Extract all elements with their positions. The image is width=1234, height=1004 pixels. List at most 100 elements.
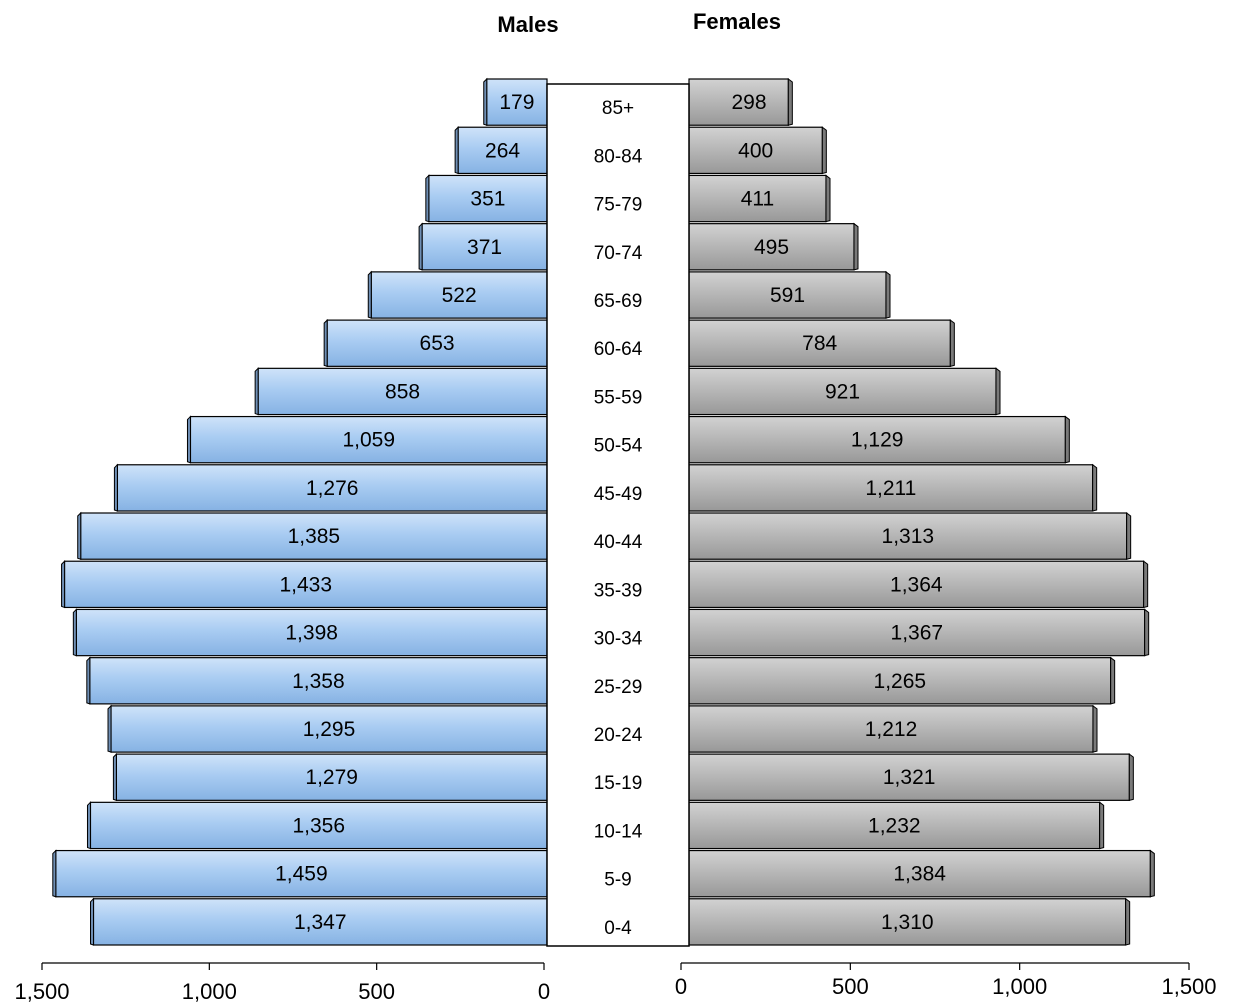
male-bar-20-24 (110, 705, 548, 753)
female-value-label-75-79: 411 (741, 188, 774, 211)
male-value-label-30-34: 1,398 (285, 622, 338, 645)
female-value-label-25-29: 1,265 (874, 670, 927, 693)
female-bar-end-40-44 (1126, 512, 1132, 560)
male-bar-end-70-74 (418, 222, 423, 271)
males-header: Males (497, 12, 558, 37)
female-value-label-40-44: 1,313 (882, 525, 935, 548)
male-value-label-40-44: 1,385 (288, 525, 341, 548)
male-bar-end-80-84 (454, 126, 459, 175)
males-tick-label: 1,000 (182, 979, 237, 1004)
male-bar-end-25-29 (86, 656, 91, 705)
age-label-40-44: 40-44 (594, 532, 643, 553)
male-bar-60-64 (326, 319, 548, 367)
age-label-80-84: 80-84 (594, 146, 643, 167)
female-bar-30-34 (688, 608, 1146, 657)
female-bar-20-24 (688, 705, 1094, 753)
male-bar-25-29 (89, 657, 548, 705)
male-value-label-10-14: 1,356 (292, 814, 345, 837)
male-value-label-60-64: 653 (420, 332, 455, 355)
age-label-20-24: 20-24 (594, 725, 643, 746)
age-label-55-59: 55-59 (594, 387, 643, 408)
females-tick-label: 0 (675, 974, 687, 999)
female-value-label-5-9: 1,384 (893, 863, 946, 886)
male-value-label-0-4: 1,347 (294, 911, 347, 934)
age-label-30-34: 30-34 (594, 629, 643, 650)
male-bar-end-65-69 (367, 270, 372, 319)
female-bar-50-54 (688, 415, 1066, 464)
male-bar-55-59 (257, 367, 548, 416)
male-value-label-25-29: 1,358 (292, 670, 345, 693)
age-label-0-4: 0-4 (604, 918, 632, 939)
male-bar-end-10-14 (86, 801, 91, 850)
male-value-label-70-74: 371 (467, 236, 502, 259)
female-value-label-60-64: 784 (802, 332, 837, 355)
female-value-label-80-84: 400 (738, 139, 773, 162)
females-x-axis: 0 500 1,000 1,500 (675, 962, 1217, 999)
female-value-label-0-4: 1,310 (881, 911, 934, 934)
male-value-label-85plus: 179 (499, 91, 534, 114)
age-group-label-box (546, 83, 690, 947)
age-label-35-39: 35-39 (594, 580, 643, 601)
female-bar-end-85plus (787, 78, 793, 126)
female-value-label-10-14: 1,232 (868, 814, 921, 837)
male-bar-end-50-54 (186, 415, 191, 464)
female-bar-end-65-69 (885, 270, 891, 319)
male-bar-end-35-39 (61, 560, 66, 609)
male-value-label-15-19: 1,279 (305, 766, 358, 789)
female-bar-80-84 (688, 126, 823, 175)
female-bar-end-75-79 (825, 174, 831, 223)
female-bar-end-20-24 (1092, 704, 1098, 753)
male-value-label-35-39: 1,433 (279, 573, 332, 596)
female-bar-85plus (688, 78, 789, 126)
male-bar-end-20-24 (107, 704, 112, 753)
males-x-axis: 1,500 1,000 500 0 (14, 962, 550, 1004)
female-bar-15-19 (688, 753, 1130, 801)
male-value-label-55-59: 858 (385, 380, 420, 403)
females-tick-label: 1,000 (992, 974, 1047, 999)
male-bar-65-69 (370, 271, 548, 319)
female-bar-end-25-29 (1110, 656, 1116, 705)
females-header: Females (693, 9, 781, 34)
age-label-10-14: 10-14 (594, 821, 643, 842)
female-value-label-85plus: 298 (731, 91, 766, 114)
female-bar-45-49 (688, 464, 1094, 512)
male-bar-end-45-49 (113, 463, 118, 512)
male-value-label-50-54: 1,059 (342, 429, 395, 452)
age-label-15-19: 15-19 (594, 773, 643, 794)
male-bar-end-75-79 (425, 174, 430, 223)
age-label-85plus: 85+ (602, 98, 634, 119)
female-value-label-65-69: 591 (770, 284, 805, 307)
age-label-60-64: 60-64 (594, 339, 643, 360)
females-tick-label: 1,500 (1161, 974, 1216, 999)
male-bar-end-15-19 (112, 752, 117, 802)
males-tick-label: 1,500 (14, 979, 69, 1004)
female-bar-end-35-39 (1143, 560, 1149, 609)
male-value-label-20-24: 1,295 (303, 718, 356, 741)
age-label-45-49: 45-49 (594, 484, 643, 505)
female-value-label-55-59: 921 (825, 380, 860, 403)
age-label-65-69: 65-69 (594, 291, 643, 312)
male-bar-0-4 (92, 898, 548, 946)
male-bar-end-85plus (483, 77, 488, 126)
male-bar-end-5-9 (52, 849, 57, 898)
female-bar-end-80-84 (821, 126, 827, 175)
female-value-label-15-19: 1,321 (883, 766, 936, 789)
female-bar-end-0-4 (1125, 897, 1131, 946)
female-bar-75-79 (688, 174, 827, 223)
female-value-label-50-54: 1,129 (851, 429, 904, 452)
age-label-25-29: 25-29 (594, 677, 643, 698)
female-value-label-70-74: 495 (754, 236, 789, 259)
male-bar-45-49 (116, 464, 548, 512)
female-value-label-45-49: 1,211 (865, 477, 916, 500)
female-bar-60-64 (688, 319, 951, 367)
age-label-5-9: 5-9 (604, 870, 631, 891)
female-bar-end-5-9 (1149, 849, 1155, 898)
age-label-70-74: 70-74 (594, 243, 643, 264)
male-value-label-75-79: 351 (470, 188, 505, 211)
female-bar-end-15-19 (1128, 753, 1134, 801)
female-bar-end-70-74 (853, 222, 859, 271)
male-bar-5-9 (55, 849, 548, 898)
female-bar-end-50-54 (1064, 415, 1070, 464)
male-bar-end-60-64 (323, 318, 328, 368)
